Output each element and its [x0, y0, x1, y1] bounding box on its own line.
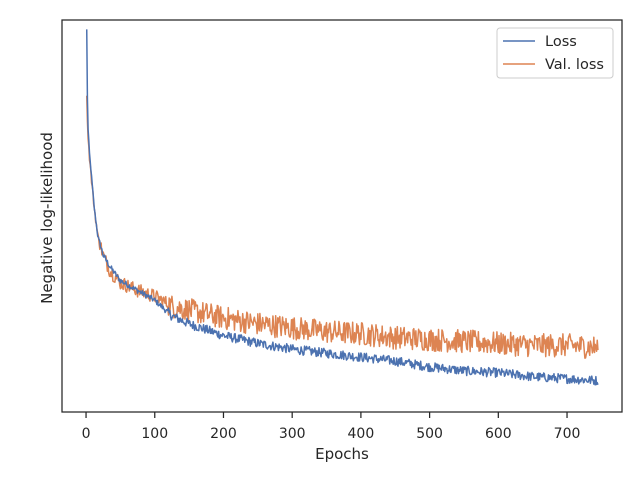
x-tick-label: 500	[416, 426, 443, 442]
x-tick-label: 600	[485, 426, 512, 442]
legend: Loss Val. loss	[496, 27, 614, 79]
x-tick-label: 100	[141, 426, 168, 442]
x-tick-label: 700	[554, 426, 581, 442]
legend-label-loss: Loss	[545, 34, 577, 50]
x-tick-label: 0	[82, 426, 91, 442]
x-tick-label: 200	[210, 426, 237, 442]
x-axis-ticks: 0 100 200 300 400 500 600 700	[82, 412, 581, 442]
series-line-loss	[85, 29, 599, 386]
series-line-val-loss	[85, 95, 599, 359]
x-tick-label: 300	[279, 426, 306, 442]
legend-label-val-loss: Val. loss	[545, 57, 604, 73]
plot-area	[85, 29, 599, 386]
x-tick-label: 400	[348, 426, 375, 442]
y-axis-label: Negative log-likelihood	[38, 132, 56, 304]
axes-frame	[61, 19, 623, 413]
x-axis-label: Epochs	[315, 445, 369, 463]
series-layer	[85, 29, 599, 386]
